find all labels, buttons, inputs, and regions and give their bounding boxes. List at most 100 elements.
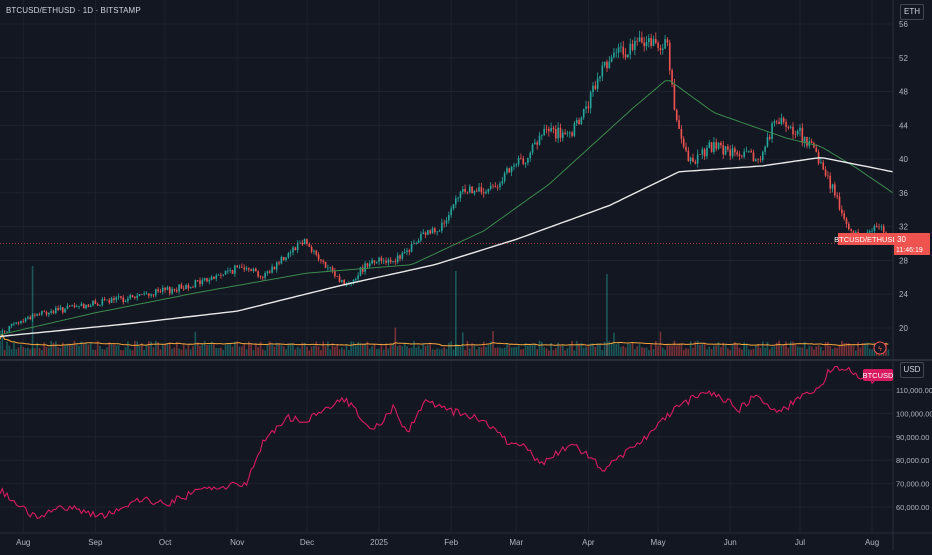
candle-body <box>261 276 264 278</box>
candle-body <box>654 39 657 43</box>
eth-axis-tick-1: 24 <box>899 290 908 299</box>
volume-bar <box>754 345 757 356</box>
candle-body <box>768 137 771 139</box>
candle-body <box>285 257 287 261</box>
candle-body <box>317 254 320 260</box>
candle-body <box>366 263 369 267</box>
volume-bar <box>703 343 706 356</box>
volume-bar <box>0 340 1 356</box>
candle-body <box>275 262 278 270</box>
candle-body <box>810 141 813 143</box>
volume-bar <box>599 343 601 356</box>
candle-body <box>243 267 245 270</box>
volume-bar <box>652 349 655 356</box>
eth-scale-button[interactable]: ETH <box>900 4 924 20</box>
candle-body <box>729 149 732 157</box>
price-tag-value-bg <box>894 233 930 255</box>
candle-body <box>652 39 655 46</box>
volume-bar <box>789 341 792 356</box>
price-tags: BTCUSD/ETHUSD 30 11:46:19 BTCUSD ϟ <box>834 233 930 381</box>
candle-body <box>143 293 145 295</box>
symbol-title[interactable]: BTCUSD/ETHUSD · 1D · BITSTAMP <box>6 6 141 15</box>
moving-average-lines <box>0 80 894 338</box>
candle-body <box>34 314 36 316</box>
volume-bar <box>836 347 839 356</box>
candle-body <box>271 266 273 273</box>
volume-bar <box>559 345 562 356</box>
volume-bar <box>850 345 852 356</box>
candle-body <box>759 159 762 161</box>
volume-bar <box>357 341 359 356</box>
volume-bar <box>820 346 822 356</box>
volume-bar <box>215 347 218 356</box>
candle-body <box>836 195 839 197</box>
candle-body <box>473 190 476 194</box>
candle-body <box>827 175 829 177</box>
volume-bar <box>368 348 371 356</box>
candle-body <box>127 298 129 302</box>
candle-body <box>52 311 55 314</box>
candle-body <box>203 278 206 281</box>
volume-bar <box>303 342 306 356</box>
lightning-icon[interactable] <box>873 341 887 355</box>
volume-bar <box>550 343 552 356</box>
volume-bar <box>866 342 869 356</box>
candle-body <box>1 330 4 332</box>
candle-body <box>331 267 334 271</box>
volume-bar <box>822 350 825 356</box>
candle-body <box>631 43 634 50</box>
candle-body <box>585 106 587 109</box>
volume-bar <box>248 341 250 356</box>
candle-body <box>78 305 80 307</box>
candle-body <box>266 271 269 274</box>
volume-bar <box>408 348 411 356</box>
candle-body <box>406 250 408 253</box>
volume-bar <box>568 344 571 356</box>
volume-bar <box>152 347 155 356</box>
candle-body <box>445 220 448 224</box>
candle-body <box>785 122 787 127</box>
candle-body <box>382 260 385 262</box>
candle-body <box>838 196 841 210</box>
candle-body <box>354 278 357 281</box>
volume-bar <box>259 341 262 356</box>
volume-bar <box>578 343 580 356</box>
volume-bar <box>87 344 90 356</box>
candle-body <box>213 276 215 279</box>
volume-bar <box>43 342 45 356</box>
price-tag-label: BTCUSD/ETHUSD <box>834 235 898 244</box>
usd-scale-button[interactable]: USD <box>900 362 924 378</box>
volume-bar <box>759 348 762 356</box>
volume-bar <box>785 341 787 356</box>
time-axis-tick-3: Nov <box>230 538 244 547</box>
candle-body <box>745 151 748 153</box>
usd-axis-tick-2: 80,000.00 <box>896 456 929 465</box>
candle-body <box>415 243 418 244</box>
volume-bar <box>271 344 273 356</box>
volume-bar <box>622 345 625 356</box>
volume-bar <box>706 349 708 356</box>
candle-body <box>178 284 180 292</box>
eth-axis-tick-3: 32 <box>899 223 908 232</box>
volume-bar <box>3 349 6 356</box>
volume-bar <box>527 345 529 356</box>
candle-body <box>580 117 583 124</box>
volume-bar <box>745 343 748 356</box>
candle-body <box>475 190 478 192</box>
eth-axis-tick-0: 20 <box>899 324 908 333</box>
volume-bar <box>220 347 222 356</box>
volume-bar <box>508 345 511 356</box>
candle-body <box>531 144 534 153</box>
volume-bar <box>829 345 832 356</box>
volume-bar <box>354 345 357 356</box>
candle-body <box>438 230 441 232</box>
candle-body <box>429 230 432 234</box>
volume-bar <box>315 341 318 356</box>
candle-body <box>575 119 578 124</box>
candle-body <box>743 151 745 157</box>
candle-body <box>245 268 248 270</box>
volume-bar <box>373 343 376 356</box>
volume-bar <box>348 349 350 356</box>
